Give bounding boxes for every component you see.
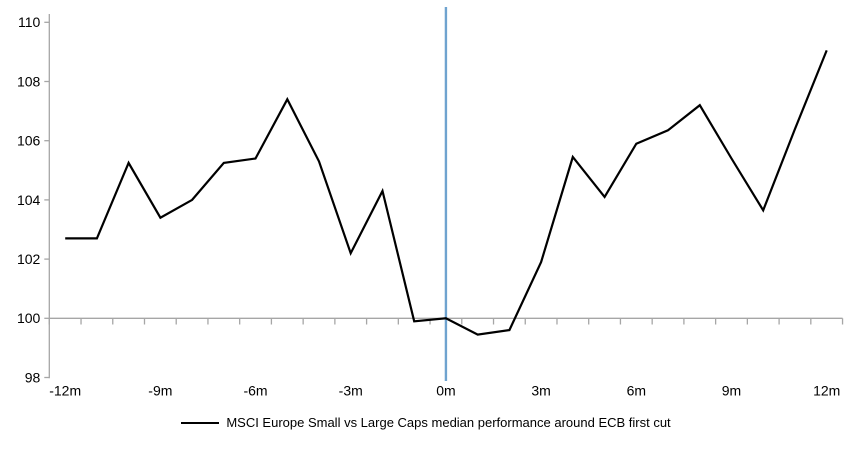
x-tick-label: 6m	[627, 383, 646, 399]
x-tick-label: 12m	[813, 383, 840, 399]
x-tick-label: -6m	[243, 383, 267, 399]
x-tick-label: 3m	[531, 383, 550, 399]
y-tick-label: 110	[18, 14, 41, 30]
x-tick-label: 9m	[722, 383, 741, 399]
legend-line-sample	[181, 421, 220, 424]
x-tick-label: 0m	[436, 383, 455, 399]
y-tick-label: 100	[17, 310, 41, 326]
x-tick-label: -9m	[148, 383, 172, 399]
y-tick-label: 102	[17, 251, 41, 267]
series-line	[65, 49, 828, 336]
y-tick-label: 108	[17, 73, 41, 89]
y-tick-label: 98	[25, 369, 41, 385]
legend: MSCI Europe Small vs Large Caps median p…	[0, 415, 852, 430]
y-tick-label: 104	[17, 192, 41, 208]
legend-label: MSCI Europe Small vs Large Caps median p…	[226, 415, 671, 430]
x-tick-label: -12m	[49, 383, 81, 399]
y-tick-label: 106	[17, 133, 41, 149]
x-tick-label: -3m	[339, 383, 363, 399]
